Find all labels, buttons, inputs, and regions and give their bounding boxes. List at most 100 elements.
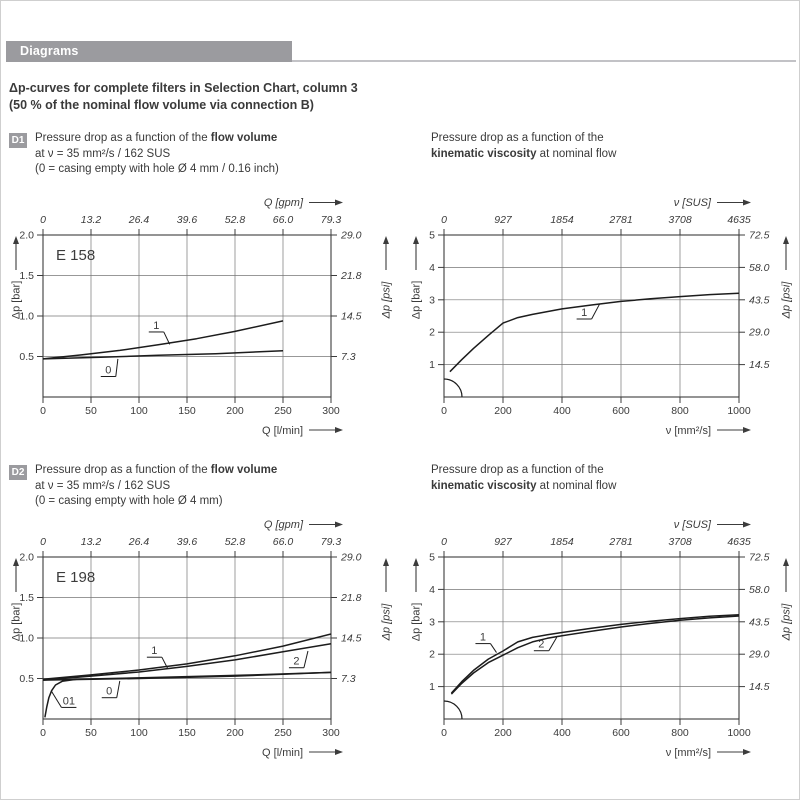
tick-label: 200 bbox=[494, 405, 512, 417]
tick-label: 66.0 bbox=[273, 214, 294, 226]
tick-label: 14.5 bbox=[341, 311, 362, 323]
page-title-line1: Δp-curves for complete filters in Select… bbox=[9, 81, 358, 95]
tick-label: 3 bbox=[429, 616, 435, 628]
page-title-line2: (50 % of the nominal flow volume via con… bbox=[9, 98, 314, 112]
tick-label: 50 bbox=[85, 727, 97, 739]
tick-label: 58.0 bbox=[749, 262, 770, 274]
tick-label: 3708 bbox=[668, 536, 692, 548]
tick-label: 4635 bbox=[727, 536, 751, 548]
tick-label: 400 bbox=[553, 405, 571, 417]
tick-label: 300 bbox=[322, 727, 340, 739]
heading-line: at ν = 35 mm²/s / 162 SUS bbox=[35, 479, 171, 492]
curve-label-0: 0 bbox=[106, 686, 112, 698]
tick-label: 2781 bbox=[608, 214, 632, 226]
tick-label: 39.6 bbox=[177, 214, 198, 226]
tick-label: 0 bbox=[441, 727, 447, 739]
heading-line: at ν = 35 mm²/s / 162 SUS bbox=[35, 147, 171, 160]
tick-label: 29.0 bbox=[340, 230, 362, 242]
tick-label: 13.2 bbox=[81, 214, 102, 226]
d1-right-heading: Pressure drop as a function of the kinem… bbox=[431, 131, 771, 162]
heading-text: Pressure drop as a function of the bbox=[35, 132, 211, 144]
origin-arc bbox=[443, 378, 463, 398]
tick-label: 29.0 bbox=[340, 552, 362, 564]
heading-bold: kinematic viscosity bbox=[431, 479, 537, 492]
curve-1 bbox=[449, 292, 740, 373]
tick-label: 1 bbox=[429, 681, 435, 693]
tick-label: 400 bbox=[553, 727, 571, 739]
heading-line: Pressure drop as a function of the flow … bbox=[35, 131, 405, 147]
tick-label: 1.5 bbox=[19, 592, 34, 604]
d2-left-heading: Pressure drop as a function of the flow … bbox=[35, 463, 405, 510]
tick-label: 927 bbox=[494, 536, 513, 548]
heading-text: Pressure drop as a function of the bbox=[35, 464, 211, 476]
tick-label: 150 bbox=[178, 405, 196, 417]
tick-label: 26.4 bbox=[128, 536, 150, 548]
heading-line: (0 = casing empty with hole Ø 4 mm / 0.1… bbox=[35, 163, 279, 175]
page-title: Δp-curves for complete filters in Select… bbox=[9, 80, 358, 114]
tick-label: 1000 bbox=[727, 727, 751, 739]
tick-label: 200 bbox=[226, 405, 244, 417]
tick-label: 7.3 bbox=[341, 673, 356, 685]
heading-line: (0 = casing empty with hole Ø 4 mm) bbox=[35, 495, 223, 507]
tick-label: 26.4 bbox=[128, 214, 150, 226]
curve-label-0: 0 bbox=[105, 365, 111, 377]
tick-label: 4635 bbox=[727, 214, 751, 226]
curve-label-1: 1 bbox=[480, 632, 486, 644]
tick-label: 14.5 bbox=[749, 681, 770, 693]
heading-line: Pressure drop as a function of the bbox=[431, 464, 604, 476]
d1-left-heading: Pressure drop as a function of the flow … bbox=[35, 131, 405, 178]
tick-label: 0 bbox=[40, 405, 46, 417]
tick-label: 0 bbox=[441, 214, 447, 226]
tick-label: 13.2 bbox=[81, 536, 102, 548]
tick-label: 1.0 bbox=[19, 311, 34, 323]
y-right-axis-title: Δp [psi] bbox=[381, 603, 393, 642]
tick-label: 66.0 bbox=[273, 536, 294, 548]
tick-label: 1 bbox=[429, 359, 435, 371]
curve-1 bbox=[42, 320, 284, 360]
d2-badge: D2 bbox=[9, 465, 27, 480]
curve-01 bbox=[44, 671, 332, 718]
tick-label: 14.5 bbox=[341, 633, 362, 645]
curve-1 bbox=[450, 613, 740, 694]
heading-line: Pressure drop as a function of the flow … bbox=[35, 463, 405, 479]
section-header-label: Diagrams bbox=[20, 44, 79, 58]
x-top-axis-title: Q [gpm] bbox=[264, 519, 304, 531]
tick-label: 7.3 bbox=[341, 351, 356, 363]
tick-label: 0 bbox=[40, 536, 46, 548]
tick-label: 1854 bbox=[550, 536, 574, 548]
tick-label: 250 bbox=[274, 405, 292, 417]
tick-label: 200 bbox=[494, 727, 512, 739]
tick-label: 1.0 bbox=[19, 633, 34, 645]
tick-label: 0 bbox=[441, 405, 447, 417]
section-header-bar: Diagrams bbox=[6, 41, 292, 62]
tick-label: 14.5 bbox=[749, 359, 770, 371]
tick-label: 79.3 bbox=[321, 536, 342, 548]
tick-label: 0.5 bbox=[19, 351, 34, 363]
tick-label: 0 bbox=[40, 727, 46, 739]
tick-label: 52.8 bbox=[225, 536, 246, 548]
x-top-axis-title: Q [gpm] bbox=[264, 197, 304, 209]
curve-label-2: 2 bbox=[538, 639, 544, 651]
heading-bold: kinematic viscosity bbox=[431, 147, 537, 160]
section-header-rule bbox=[292, 60, 796, 62]
tick-label: 43.5 bbox=[749, 294, 770, 306]
tick-label: 39.6 bbox=[177, 536, 198, 548]
tick-label: 52.8 bbox=[225, 214, 246, 226]
x-top-axis-title: ν [SUS] bbox=[674, 519, 712, 531]
curve-label-1: 1 bbox=[151, 645, 157, 657]
tick-label: 3 bbox=[429, 294, 435, 306]
curve-label-1: 1 bbox=[581, 307, 587, 319]
tick-label: 5 bbox=[429, 230, 435, 242]
chart-content: 0 13.2 26.4 39.6 52.8 66.0 79.3 0 50 100 150 200 250… bbox=[11, 519, 393, 759]
d1-badge: D1 bbox=[9, 133, 27, 148]
x-top-axis-title: ν [SUS] bbox=[674, 197, 712, 209]
tick-label: 0 bbox=[40, 214, 46, 226]
tick-label: 100 bbox=[130, 727, 148, 739]
tick-label: 21.8 bbox=[340, 592, 362, 604]
curve-2 bbox=[42, 642, 332, 681]
